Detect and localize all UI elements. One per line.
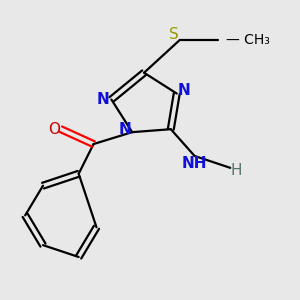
- Text: S: S: [169, 27, 179, 42]
- Text: N: N: [118, 122, 131, 137]
- Text: N: N: [97, 92, 110, 107]
- Text: O: O: [48, 122, 60, 137]
- Text: NH: NH: [182, 156, 207, 171]
- Text: — CH₃: — CH₃: [226, 33, 270, 47]
- Text: N: N: [178, 83, 190, 98]
- Text: H: H: [230, 163, 242, 178]
